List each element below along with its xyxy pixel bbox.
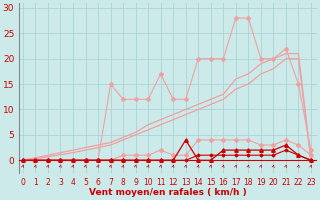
X-axis label: Vent moyen/en rafales ( km/h ): Vent moyen/en rafales ( km/h ) bbox=[89, 188, 247, 197]
